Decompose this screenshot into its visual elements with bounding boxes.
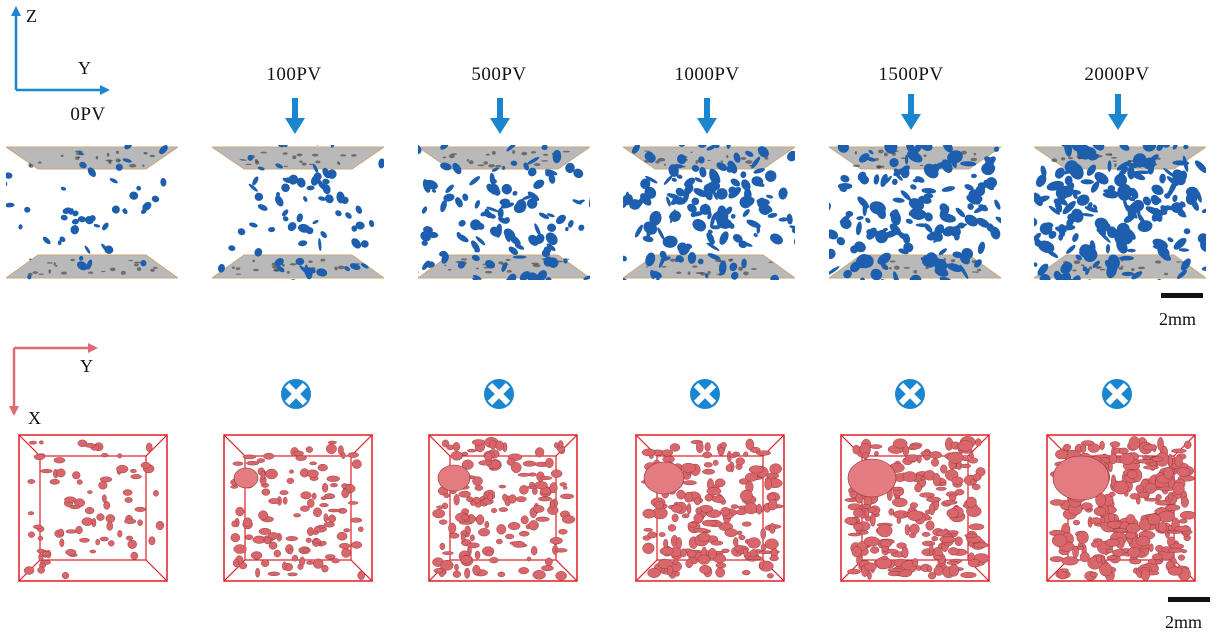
down-arrow-icon xyxy=(490,98,510,134)
scale-label-top: 2mm xyxy=(1159,309,1197,329)
pore-network-side-view-4 xyxy=(829,145,1001,280)
into-page-cross-icon xyxy=(690,379,720,409)
pore-network-side-view-2 xyxy=(418,145,590,280)
pore-network-side-view-5 xyxy=(1034,145,1206,280)
pore-network-top-view-2 xyxy=(428,434,578,582)
stage-label-0: 0PV xyxy=(70,104,106,125)
down-arrow-icon xyxy=(285,98,305,134)
stage-label-4: 1500PV xyxy=(878,64,944,85)
stage-label-1: 100PV xyxy=(266,64,322,85)
into-page-cross-icon xyxy=(1102,379,1132,409)
yx-axes-icon xyxy=(9,343,98,416)
pore-network-side-view-1 xyxy=(212,145,384,280)
stage-label-2: 500PV xyxy=(471,64,527,85)
pore-network-top-view-1 xyxy=(223,434,373,582)
into-page-cross-icon xyxy=(281,379,311,409)
stage-label-3: 1000PV xyxy=(674,64,740,85)
pore-network-top-view-0 xyxy=(18,434,168,582)
pore-network-side-view-3 xyxy=(623,145,795,280)
scale-label-bottom: 2mm xyxy=(1165,612,1203,632)
y-axis-label-top: Y xyxy=(78,58,91,78)
down-arrow-icon xyxy=(1108,94,1128,130)
pore-network-top-view-4 xyxy=(840,434,990,582)
down-arrow-icon xyxy=(697,98,717,134)
y-axis-label-bottom: Y xyxy=(80,356,93,376)
zy-axes-icon xyxy=(11,6,110,95)
stage-label-5: 2000PV xyxy=(1084,64,1150,85)
scale-bar-top xyxy=(1161,293,1203,298)
down-arrow-icon xyxy=(901,94,921,130)
pore-network-top-view-5 xyxy=(1046,434,1197,582)
z-axis-label: Z xyxy=(26,6,37,26)
x-axis-label: X xyxy=(28,408,41,428)
pore-network-side-view-0 xyxy=(6,145,178,280)
scale-bar-bottom xyxy=(1168,597,1210,602)
into-page-cross-icon xyxy=(484,379,514,409)
into-page-cross-icon xyxy=(895,379,925,409)
pore-network-top-view-3 xyxy=(635,434,785,582)
